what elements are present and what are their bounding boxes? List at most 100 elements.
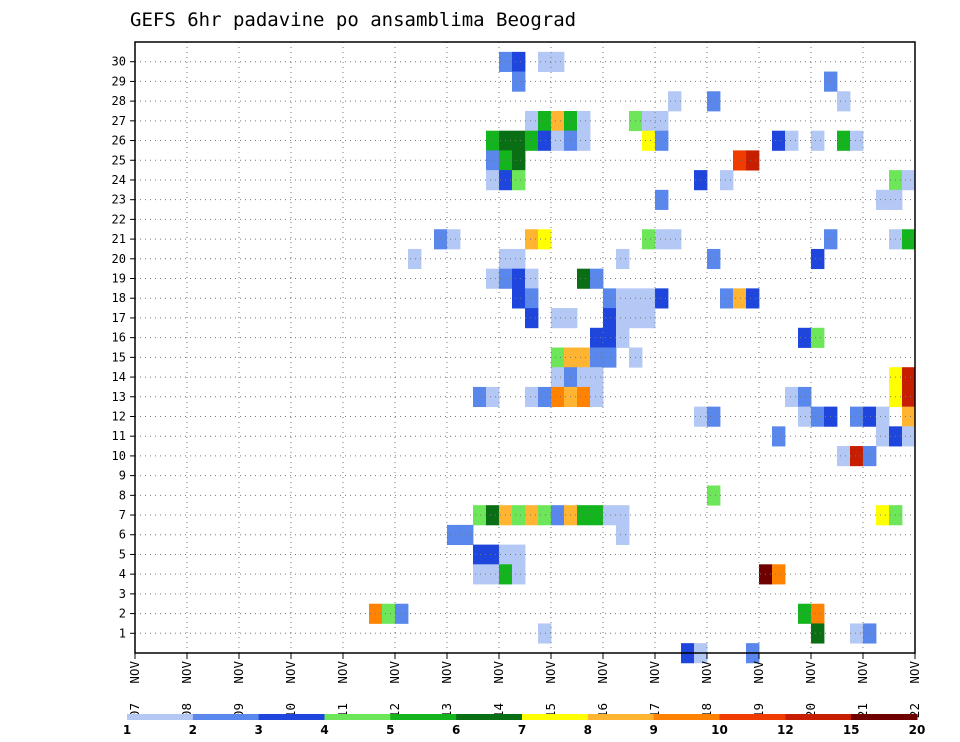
- heatmap-cell: [902, 367, 916, 388]
- heatmap-cell: [616, 248, 630, 270]
- legend-label: 5: [386, 723, 394, 737]
- x-tick-month: NOV: [335, 661, 350, 684]
- x-tick-month: NOV: [127, 661, 142, 684]
- heatmap-cell: [590, 327, 604, 348]
- legend-label: 9: [649, 723, 657, 737]
- y-tick-label: 17: [112, 311, 126, 325]
- heatmap-cell: [577, 367, 591, 388]
- heatmap-cell: [473, 564, 487, 585]
- heatmap-cell: [655, 189, 669, 210]
- legend-swatch: [851, 714, 918, 720]
- heatmap-cell: [512, 248, 526, 270]
- heatmap-cell: [473, 544, 487, 565]
- y-tick-label: 10: [112, 449, 126, 463]
- heatmap-cell: [642, 308, 656, 329]
- legend-swatch: [653, 714, 720, 720]
- heatmap-cell: [837, 91, 851, 112]
- x-tick-month: NOV: [699, 661, 714, 684]
- heatmap-cell: [616, 327, 630, 348]
- legend-swatch: [324, 714, 391, 720]
- heatmap-cell: [850, 446, 864, 467]
- y-tick-label: 12: [112, 409, 126, 423]
- heatmap-cell: [902, 426, 916, 447]
- y-tick-label: 2: [119, 607, 126, 621]
- heatmap-cell: [590, 367, 604, 388]
- heatmap-cell: [538, 229, 552, 250]
- heatmap-cell: [525, 505, 539, 526]
- heatmap-cell: [590, 505, 604, 526]
- y-tick-label: 1: [119, 626, 126, 640]
- heatmap-cell: [538, 623, 552, 644]
- heatmap-cell: [538, 505, 552, 526]
- heatmap-cell: [525, 386, 539, 408]
- legend-swatch: [127, 714, 194, 720]
- y-axis-ticks: 1234567891011121314151617181920212223242…: [112, 55, 135, 640]
- heatmap-cell: [720, 288, 734, 309]
- heatmap-cell: [863, 623, 877, 644]
- heatmap-cell: [785, 130, 799, 151]
- y-tick-label: 20: [112, 252, 126, 266]
- heatmap-cell: [512, 71, 526, 92]
- y-tick-label: 11: [112, 429, 126, 443]
- legend-label: 6: [452, 723, 460, 737]
- legend-swatch: [522, 714, 589, 720]
- heatmap-cell: [460, 524, 474, 545]
- x-tick-month: NOV: [179, 661, 194, 684]
- heatmap-cell: [551, 51, 565, 72]
- heatmap-cell: [473, 505, 487, 526]
- heatmap-cell: [863, 446, 877, 467]
- x-tick-month: NOV: [907, 661, 922, 684]
- heatmap-cell: [512, 268, 526, 289]
- heatmap-cell: [707, 248, 721, 270]
- y-tick-label: 23: [112, 193, 126, 207]
- heatmap-cell: [746, 288, 760, 309]
- heatmap-cell: [616, 524, 630, 545]
- heatmap-cell: [525, 268, 539, 289]
- legend-label: 4: [320, 723, 328, 737]
- heatmap-cell: [551, 347, 565, 368]
- heatmap-cell: [707, 91, 721, 112]
- heatmap-cell: [811, 248, 825, 270]
- heatmap-cell: [642, 229, 656, 250]
- heatmap-cell: [616, 505, 630, 526]
- heatmap-cell: [707, 406, 721, 427]
- chart-title: GEFS 6hr padavine po ansamblima Beograd: [130, 9, 576, 31]
- heatmap-cell: [603, 308, 617, 329]
- legend-label: 8: [584, 723, 592, 737]
- heatmap-cell: [512, 505, 526, 526]
- y-tick-label: 25: [112, 153, 126, 167]
- heatmap-cell: [811, 603, 825, 624]
- heatmap-cell: [538, 110, 552, 132]
- heatmap-cell: [551, 505, 565, 526]
- x-tick-month: NOV: [231, 661, 246, 684]
- legend-label: 7: [518, 723, 526, 737]
- heatmap-cell: [655, 288, 669, 309]
- y-tick-label: 14: [112, 370, 126, 384]
- legend-label: 3: [254, 723, 262, 737]
- heatmap-cell: [668, 91, 682, 112]
- heatmap-cell: [811, 623, 825, 644]
- heatmap-cell: [876, 426, 890, 447]
- legend-swatch: [719, 714, 786, 720]
- heatmap-cell: [512, 288, 526, 309]
- heatmap-cells: [369, 51, 916, 664]
- y-tick-label: 3: [119, 587, 126, 601]
- heatmap-cell: [408, 248, 422, 270]
- heatmap-cell: [902, 406, 916, 427]
- y-tick-label: 7: [119, 508, 126, 522]
- y-tick-label: 19: [112, 272, 126, 286]
- heatmap-cell: [525, 229, 539, 250]
- heatmap-cell: [447, 524, 461, 545]
- heatmap-cell: [876, 189, 890, 210]
- y-tick-label: 21: [112, 232, 126, 246]
- heatmap-cell: [655, 229, 669, 250]
- x-tick-month: NOV: [491, 661, 506, 684]
